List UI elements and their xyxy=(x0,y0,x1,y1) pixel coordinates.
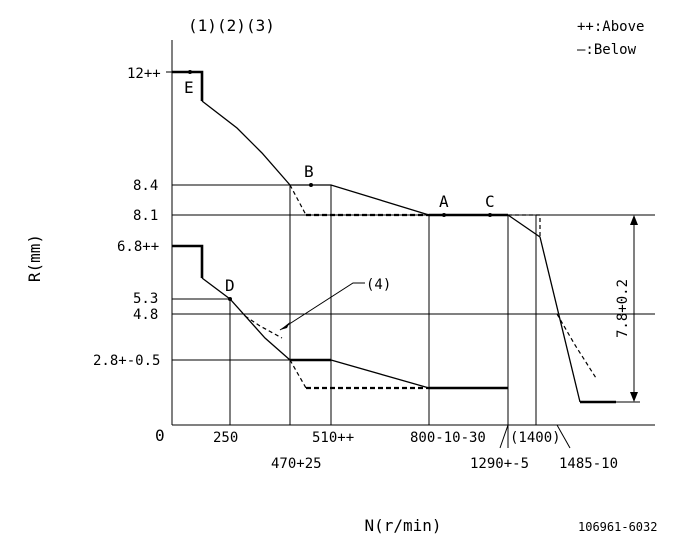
x-tick-250: 250 xyxy=(213,430,238,446)
leader-1290 xyxy=(499,424,509,449)
legend-below: —:Below xyxy=(577,42,637,58)
x-tick-470: 470+25 xyxy=(271,456,322,472)
point-a-marker xyxy=(442,213,446,217)
note-3: (3) xyxy=(246,16,275,35)
leader-1485 xyxy=(556,424,571,449)
dimension-arrow-bottom xyxy=(630,392,638,402)
note-2: (2) xyxy=(217,16,246,35)
legend-above: ++:Above xyxy=(577,19,644,35)
y-tick-12: 12++ xyxy=(127,66,161,82)
drawing-number: 106961-6032 xyxy=(578,520,657,534)
y-axis-label: R(mm) xyxy=(25,234,44,282)
point-a-label: A xyxy=(439,192,449,211)
y-tick-4-8: 4.8 xyxy=(133,307,158,323)
callout-4-arrowhead xyxy=(280,322,290,330)
lower-dash-b xyxy=(289,359,307,389)
x-tick-1485: 1485-10 xyxy=(559,456,618,472)
lower-curve-slope xyxy=(330,359,430,389)
point-b-label: B xyxy=(304,162,314,181)
x-tick-800: 800-10-30 xyxy=(410,430,486,446)
callout-4-label: (4) xyxy=(366,277,391,293)
lower-curve-start xyxy=(172,244,204,278)
point-c-marker xyxy=(488,213,492,217)
dimension-label: 7.8+0.2 xyxy=(615,279,631,338)
point-d-marker xyxy=(228,297,232,301)
point-c-label: C xyxy=(485,192,495,211)
y-tick-8-1: 8.1 xyxy=(133,208,158,224)
note-1: (1) xyxy=(188,16,217,35)
upper-dash-b xyxy=(289,184,307,216)
upper-curve-start xyxy=(172,70,204,101)
x-tick-510: 510++ xyxy=(312,430,354,446)
lower-dash-d xyxy=(244,315,283,339)
origin-label: 0 xyxy=(155,426,165,445)
x-tick-1290: 1290+-5 xyxy=(470,456,529,472)
x-tick-1400: (1400) xyxy=(510,430,561,446)
point-e-marker xyxy=(188,70,192,74)
lower-curve xyxy=(201,277,291,361)
point-b-marker xyxy=(309,183,313,187)
y-tick-2-8: 2.8+-0.5 xyxy=(93,353,160,369)
upper-curve xyxy=(201,100,430,216)
y-tick-6-8: 6.8++ xyxy=(117,239,159,255)
dimension-arrow-top xyxy=(630,215,638,225)
upper-dash-c xyxy=(508,214,541,237)
point-d-label: D xyxy=(225,276,235,295)
x-axis-label: N(r/min) xyxy=(364,516,441,535)
callout-4-leader xyxy=(279,282,365,331)
y-tick-8-4: 8.4 xyxy=(133,178,158,194)
point-e-label: E xyxy=(184,78,194,97)
upper-curve-droop xyxy=(507,214,581,403)
y-tick-5-3: 5.3 xyxy=(133,291,158,307)
upper-dash-droop xyxy=(556,313,597,379)
